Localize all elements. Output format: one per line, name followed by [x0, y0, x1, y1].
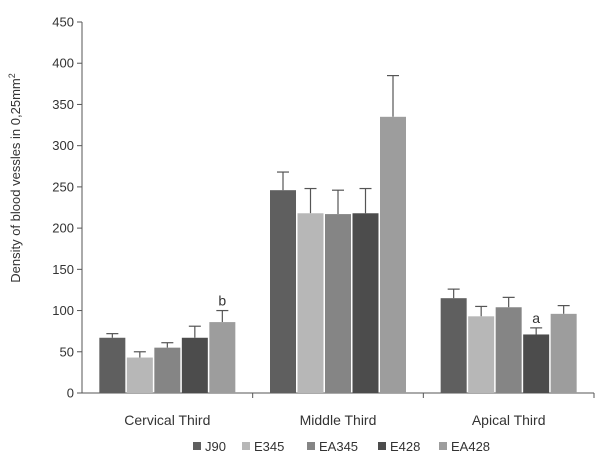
bar-j90 [99, 337, 126, 393]
legend-label: E428 [390, 439, 420, 454]
legend-label: J90 [205, 439, 226, 454]
x-axis [82, 392, 595, 398]
bar-j90 [440, 298, 467, 393]
category-label: Apical Third [472, 412, 546, 428]
bar-e345 [468, 316, 495, 393]
y-tick-label: 200 [52, 221, 74, 236]
y-tick-label: 450 [52, 15, 74, 30]
bar-ea428 [209, 322, 236, 393]
y-tick-label: 150 [52, 262, 74, 277]
y-tick-label: 300 [52, 138, 74, 153]
bar-ea345 [325, 214, 351, 393]
category-labels: Cervical Third Middle Third Apical Third [124, 412, 545, 428]
category-label: Cervical Third [124, 412, 210, 428]
bar-ea428 [550, 313, 577, 393]
bar-e428 [352, 213, 379, 393]
legend-swatch [439, 442, 447, 450]
legend-swatch [242, 442, 250, 450]
bar-e428 [181, 337, 208, 393]
category-label: Middle Third [300, 412, 377, 428]
bar-ea345 [495, 307, 522, 393]
legend-label: EA345 [319, 439, 358, 454]
bar-e345 [126, 357, 153, 393]
bar-ea428 [380, 116, 406, 394]
legend: J90 E345 EA345 E428 EA428 [193, 439, 490, 454]
bar-ea345 [154, 347, 181, 393]
bar-e428 [523, 334, 550, 393]
y-tick-label: 0 [67, 386, 74, 401]
y-tick-label: 100 [52, 303, 74, 318]
y-axis: 0 50 100 150 200 250 300 350 400 450 [52, 15, 83, 401]
legend-label: EA428 [451, 439, 490, 454]
y-axis-title: Density of blood vessles in 0,25mm2 [7, 73, 23, 283]
y-tick-label: 400 [52, 56, 74, 71]
bars [99, 74, 577, 394]
annotation-label: a [532, 310, 540, 326]
annotation-label: b [218, 293, 226, 309]
bar-e345 [297, 213, 324, 393]
legend-swatch [378, 442, 386, 450]
y-tick-label: 350 [52, 97, 74, 112]
y-tick-label: 50 [60, 344, 74, 359]
legend-swatch [193, 442, 201, 450]
bar-j90 [270, 190, 296, 393]
legend-swatch [307, 442, 315, 450]
annotations: ba [218, 293, 540, 326]
legend-label: E345 [254, 439, 284, 454]
y-tick-label: 250 [52, 179, 74, 194]
